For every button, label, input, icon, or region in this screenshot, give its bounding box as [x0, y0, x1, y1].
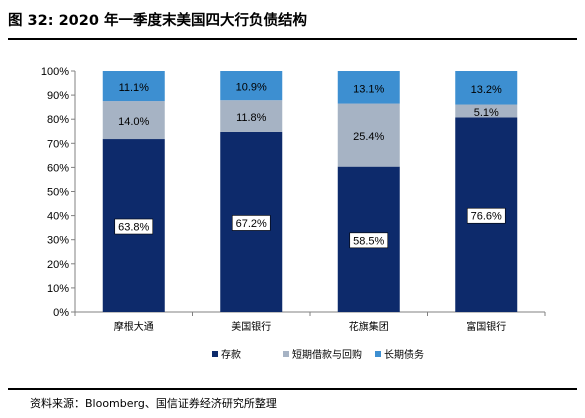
source-note: 资料来源：Bloomberg、国信证券经济研究所整理	[30, 397, 277, 410]
y-tick-label: 50%	[47, 187, 69, 199]
y-tick-label: 90%	[47, 90, 69, 102]
data-label: 13.2%	[471, 84, 502, 96]
legend-label: 存款	[221, 348, 241, 361]
y-tick-label: 30%	[47, 235, 69, 247]
y-tick-label: 40%	[47, 211, 69, 223]
data-label-box	[231, 215, 271, 231]
data-label: 76.6%	[471, 211, 502, 223]
title-divider	[8, 38, 577, 40]
data-label-box	[349, 232, 389, 249]
bar-segment	[337, 103, 400, 167]
legend-label: 长期债务	[384, 348, 424, 361]
data-label-box	[114, 218, 154, 235]
source-divider	[8, 388, 577, 390]
data-label: 13.1%	[353, 83, 384, 95]
x-category-label: 摩根大通	[114, 320, 154, 333]
bar-segment	[102, 71, 165, 102]
y-tick-label: 10%	[47, 283, 69, 295]
data-label: 25.4%	[353, 131, 384, 143]
legend-label: 短期借款与回购	[292, 348, 362, 361]
y-tick-label: 60%	[47, 162, 69, 174]
data-label: 67.2%	[236, 218, 267, 230]
data-label: 58.5%	[353, 235, 384, 247]
data-label-box	[466, 207, 506, 224]
x-category-label: 富国银行	[466, 320, 506, 333]
bar-segment	[455, 104, 518, 118]
bar-segment	[102, 101, 165, 140]
y-tick-label: 70%	[47, 138, 69, 150]
legend-swatch	[375, 351, 381, 357]
bar-segment	[337, 71, 400, 104]
y-tick-label: 80%	[47, 114, 69, 126]
bar-segment	[220, 100, 283, 132]
data-label: 5.1%	[474, 107, 499, 119]
data-label: 63.8%	[118, 222, 149, 234]
data-label: 11.1%	[119, 82, 150, 94]
x-category-label: 美国银行	[231, 320, 271, 333]
data-label: 11.8%	[236, 112, 267, 124]
legend-swatch	[283, 351, 289, 357]
data-label: 14.0%	[118, 116, 149, 128]
y-tick-label: 100%	[41, 66, 69, 78]
bar-segment	[455, 71, 518, 105]
figure-title: 图 32: 2020 年一季度末美国四大行负债结构	[8, 13, 307, 29]
bar-segment	[220, 71, 283, 101]
y-tick-label: 20%	[47, 259, 69, 271]
legend-swatch	[212, 351, 218, 357]
x-category-label: 花旗集团	[349, 320, 389, 333]
data-label: 10.9%	[236, 82, 267, 94]
y-tick-label: 0%	[53, 307, 69, 319]
